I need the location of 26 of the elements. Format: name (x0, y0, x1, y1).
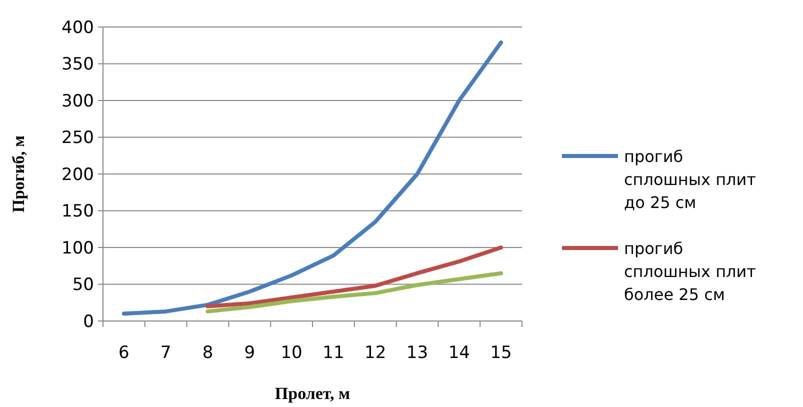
line-series (122, 40, 504, 316)
x-tick-label: 10 (280, 343, 302, 363)
y-tick-label: 400 (62, 18, 94, 38)
y-tick-label: 300 (62, 91, 94, 112)
line-series (206, 246, 504, 308)
x-axis-title: Пролет, м (274, 384, 351, 403)
y-tick-label: 350 (62, 54, 94, 75)
x-tick-label: 14 (448, 343, 470, 363)
line-series (206, 271, 504, 314)
y-axis-title: Прогиб, м (9, 134, 28, 213)
legend-label: прогиб сплошных плит до 25 см (624, 147, 756, 212)
x-tick-label: 8 (202, 343, 214, 363)
x-tick-label: 9 (244, 343, 256, 363)
x-tick-label: 13 (406, 343, 428, 363)
y-tick-label: 150 (62, 202, 94, 222)
legend-label: прогиб сплошных плит более 25 см (624, 239, 756, 304)
x-tick-label: 6 (118, 343, 130, 363)
x-tick-label: 11 (322, 343, 344, 363)
y-tick-label: 100 (62, 238, 94, 258)
x-tick-label: 7 (160, 343, 172, 363)
y-tick-label: 0 (83, 312, 94, 332)
y-tick-label: 50 (72, 275, 94, 296)
x-tick-label: 15 (490, 343, 512, 363)
y-tick-label: 200 (62, 164, 94, 185)
x-tick-label: 12 (364, 343, 386, 363)
y-tick-label: 250 (62, 128, 94, 148)
